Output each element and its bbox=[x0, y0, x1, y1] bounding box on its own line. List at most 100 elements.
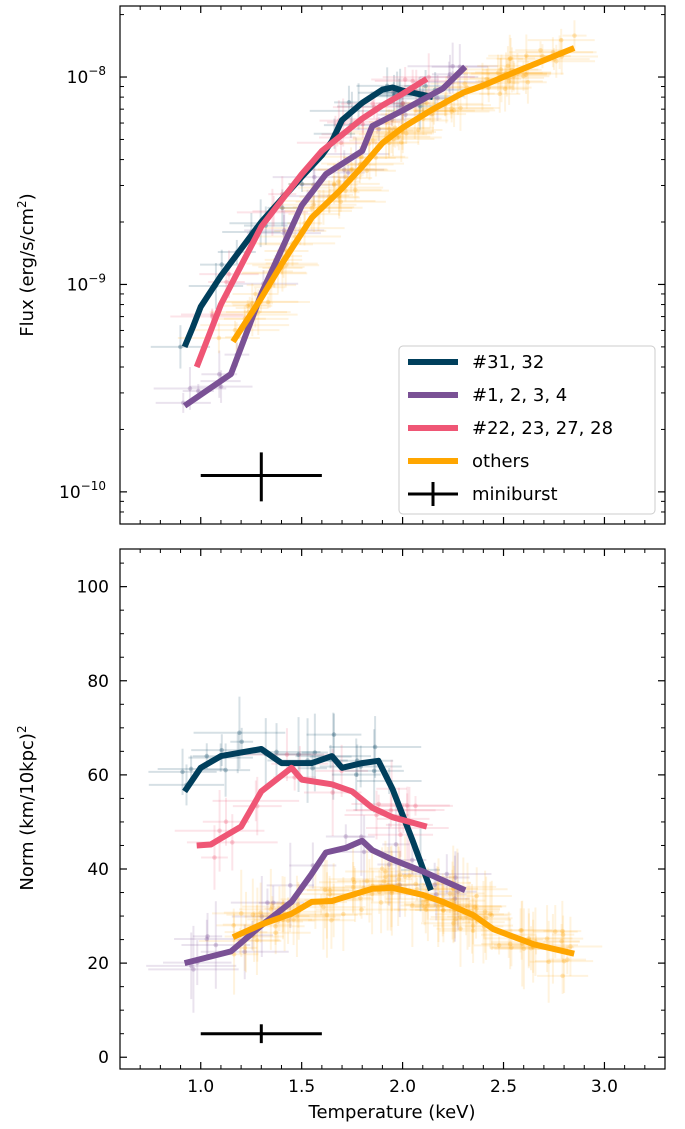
scatter-point bbox=[423, 907, 429, 912]
scatter-point bbox=[213, 942, 219, 948]
scatter-point bbox=[331, 732, 337, 737]
scatter-point bbox=[364, 878, 370, 884]
scatter-point bbox=[560, 932, 566, 937]
scatter-point bbox=[441, 908, 446, 913]
scatter-point bbox=[404, 803, 410, 808]
scatter-point bbox=[410, 78, 415, 84]
scatter-point bbox=[204, 936, 210, 942]
top-axes-frame bbox=[119, 5, 666, 525]
bottom-series-lines bbox=[182, 746, 575, 967]
scatter-point bbox=[219, 747, 225, 753]
scatter-point bbox=[281, 230, 287, 236]
scatter-point bbox=[218, 384, 224, 389]
legend-label-series-2: #1, 2, 3, 4 bbox=[472, 385, 567, 406]
bottom-miniburst-marker bbox=[200, 1024, 322, 1044]
series-line-4 bbox=[230, 45, 576, 344]
scatter-point bbox=[528, 945, 534, 951]
scatter-point bbox=[353, 772, 359, 777]
scatter-point bbox=[376, 801, 381, 807]
scatter-point bbox=[413, 803, 418, 809]
bottom-panel: 1.0 1.5 2.0 2.5 3.0 0 20 40 60 80 100 Norm (km/10k… bbox=[15, 548, 666, 1123]
scatter-point bbox=[348, 167, 354, 172]
scatter-point bbox=[553, 59, 559, 64]
scatter-point bbox=[212, 855, 217, 860]
scatter-point bbox=[265, 900, 270, 905]
x-tick-label: 1.0 bbox=[187, 1077, 214, 1097]
scatter-point bbox=[238, 911, 244, 916]
scatter-point bbox=[216, 335, 222, 341]
series-line-3 bbox=[193, 76, 429, 369]
scatter-point bbox=[458, 105, 463, 111]
scatter-point bbox=[249, 300, 255, 306]
scatter-point bbox=[433, 892, 439, 897]
scatter-point bbox=[374, 812, 379, 818]
scatter-point bbox=[370, 101, 376, 106]
scatter-point bbox=[544, 936, 550, 941]
scatter-point bbox=[462, 81, 467, 86]
y-tick-label: 100 bbox=[77, 578, 109, 598]
scatter-point bbox=[223, 819, 229, 824]
scatter-point bbox=[330, 790, 336, 795]
scatter-point bbox=[270, 904, 275, 909]
scatter-point bbox=[496, 943, 502, 948]
scatter-point bbox=[451, 920, 456, 926]
scatter-point bbox=[519, 928, 524, 933]
scatter-point bbox=[497, 91, 503, 97]
scatter-point bbox=[521, 73, 526, 79]
scatter-point bbox=[484, 76, 490, 82]
bottom-ticks: 1.0 1.5 2.0 2.5 3.0 0 20 40 60 80 100 bbox=[77, 549, 665, 1097]
scatter-point bbox=[397, 872, 403, 878]
scatter-point bbox=[180, 769, 185, 775]
scatter-point bbox=[383, 869, 388, 874]
scatter-point bbox=[388, 808, 394, 813]
scatter-point bbox=[188, 766, 194, 772]
scatter-point bbox=[247, 302, 253, 308]
scatter-point bbox=[449, 106, 454, 111]
series-line-4 bbox=[231, 884, 575, 957]
scatter-point bbox=[219, 262, 225, 267]
scatter-point bbox=[383, 874, 388, 880]
scatter-point bbox=[280, 205, 285, 211]
scatter-point bbox=[370, 138, 376, 143]
scatter-point bbox=[226, 271, 232, 277]
scatter-point bbox=[322, 887, 328, 893]
scatter-point bbox=[572, 33, 577, 38]
scatter-point bbox=[291, 917, 296, 922]
scatter-point bbox=[398, 140, 404, 145]
y-tick-label: 10−9 bbox=[67, 271, 106, 295]
scatter-point bbox=[287, 883, 293, 888]
scatter-point bbox=[441, 907, 446, 913]
legend-label-others: others bbox=[472, 451, 529, 472]
scatter-point bbox=[242, 945, 248, 951]
scatter-point bbox=[379, 866, 385, 871]
scatter-point bbox=[465, 903, 470, 909]
scatter-point bbox=[525, 79, 531, 85]
scatter-point bbox=[324, 912, 330, 918]
scatter-point bbox=[299, 181, 305, 187]
legend-box bbox=[398, 345, 656, 515]
bottom-xlabel: Temperature (keV) bbox=[308, 1102, 476, 1123]
scatter-point bbox=[506, 78, 512, 84]
scatter-point bbox=[361, 849, 367, 855]
scatter-point bbox=[507, 56, 513, 62]
scatter-point bbox=[483, 915, 489, 921]
scatter-point bbox=[489, 913, 495, 918]
scatter-point bbox=[457, 914, 463, 920]
scatter-point bbox=[558, 37, 564, 43]
scatter-point bbox=[281, 228, 287, 233]
scatter-point bbox=[426, 74, 432, 80]
scatter-point bbox=[396, 876, 402, 882]
scatter-point bbox=[518, 928, 523, 933]
legend: #31, 32 #1, 2, 3, 4 #22, 23, 27, 28 othe… bbox=[398, 345, 656, 515]
scatter-point bbox=[245, 303, 251, 309]
scatter-point bbox=[546, 959, 551, 965]
scatter-point bbox=[242, 949, 248, 955]
scatter-point bbox=[350, 885, 356, 890]
scatter-point bbox=[343, 834, 349, 839]
scatter-point bbox=[372, 744, 378, 750]
scatter-point bbox=[229, 840, 235, 845]
scatter-point bbox=[294, 914, 300, 919]
series-line-2 bbox=[182, 64, 468, 409]
scatter-point bbox=[524, 53, 529, 59]
